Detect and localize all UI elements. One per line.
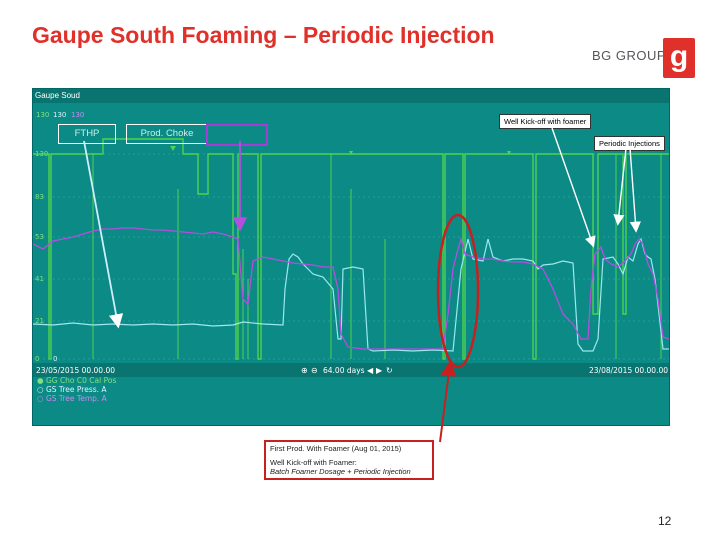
time-span: 64.00 days [323,366,365,375]
first-prod-line: Well Kick-off with Foamer: [270,458,357,467]
first-production-callout: First Prod. With Foamer (Aug 01, 2015) W… [264,440,434,480]
series-tree-temperature [33,227,669,350]
logo-badge-background [663,38,695,78]
zoom-out-icon[interactable]: ⊖ [311,366,318,375]
series-label: GG Cho C0 Cal Pos [45,376,117,385]
slide-title: Gaupe South Foaming – Periodic Injection [32,22,495,48]
series-entry-choke[interactable]: ● GG Cho C0 Cal Pos [37,376,117,385]
fthp-legend-box: FTHP [58,124,116,144]
top-scale-label: 130 [36,111,49,119]
start-timestamp: 23/05/2015 00.00.00 [36,366,115,375]
kickoff-callout: Well Kick-off with foamer [499,114,592,129]
first-prod-line: First Prod. With Foamer (Aug 01, 2015) [270,444,402,453]
trend-window: Gaupe Soud 130 130 130 130 83 53 41 21 0… [32,88,670,426]
series-list: ● GG Cho C0 Cal Pos ○ GS Tree Press. A ○… [37,376,116,403]
scroll-left-icon[interactable]: ◀ [367,366,374,375]
series-label: GS Tree Press. A [45,385,107,394]
choke-marker [170,146,176,151]
first-prod-line: Batch Foamer Dosage + Periodic Injection [270,467,411,476]
end-timestamp: 23/08/2015 00.00.00 [589,366,668,375]
top-scale-label: 130 [71,111,84,119]
page-number: 12 [658,514,672,528]
scroll-right-icon[interactable]: ▶ [376,366,383,375]
refresh-icon[interactable]: ↻ [386,366,393,375]
logo-badge-letter: g [670,40,688,73]
series-entry-temperature[interactable]: ○ GS Tree Temp. A [37,394,107,403]
trend-window-title: Gaupe Soud [35,91,80,100]
bg-group-logo-text: BG GROUP [592,48,667,63]
series-entry-pressure[interactable]: ○ GS Tree Press. A [37,385,107,394]
periodic-injections-callout: Periodic Injections [594,136,665,151]
top-scale-label: 130 [53,111,66,119]
bottom-left-zero: 0 [53,355,57,363]
choke-markers [170,146,511,155]
zoom-in-icon[interactable]: ⊕ [301,366,308,375]
trend-window-titlebar [33,89,669,103]
left-axis-label: 0 [35,355,39,363]
time-axis-bar [33,363,669,377]
choke-marker [507,151,511,155]
choke-marker [349,151,353,155]
temperature-legend-box [206,124,268,146]
prod-choke-legend-box: Prod. Choke [126,124,208,144]
bg-group-logo-badge: g [663,38,695,78]
series-label: GS Tree Temp. A [45,394,107,403]
